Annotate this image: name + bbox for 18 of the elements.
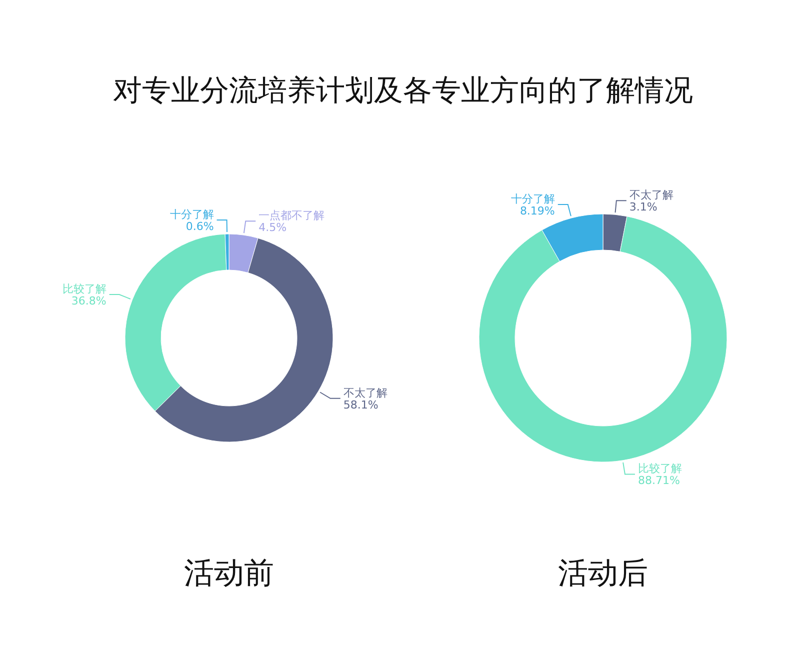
slice-label: 不太了解 (343, 386, 388, 400)
data-label: 4.5% (258, 221, 287, 234)
slice-label: 不太了解 (629, 188, 674, 202)
slice-label: 比较了解 (638, 462, 682, 476)
data-label: 3.1% (629, 200, 658, 214)
slice-label: 比较了解 (62, 282, 106, 296)
slice-label: 十分了解 (170, 208, 214, 222)
data-label: 36.8% (71, 294, 106, 308)
data-label: 58.1% (343, 398, 378, 412)
donut-slice (478, 216, 728, 462)
text: 活动前 (184, 556, 274, 591)
data-label: 0.6% (186, 220, 214, 234)
slice-label: 十分了解 (510, 192, 555, 206)
text: 活动后 (558, 556, 648, 591)
chart-title: 对专业分流培养计划及各专业方向的了解情况 (113, 73, 693, 107)
data-label: 88.71% (638, 474, 680, 488)
data-label: 8.19% (520, 204, 555, 218)
slice-label: 一点都不了解 (258, 209, 325, 222)
